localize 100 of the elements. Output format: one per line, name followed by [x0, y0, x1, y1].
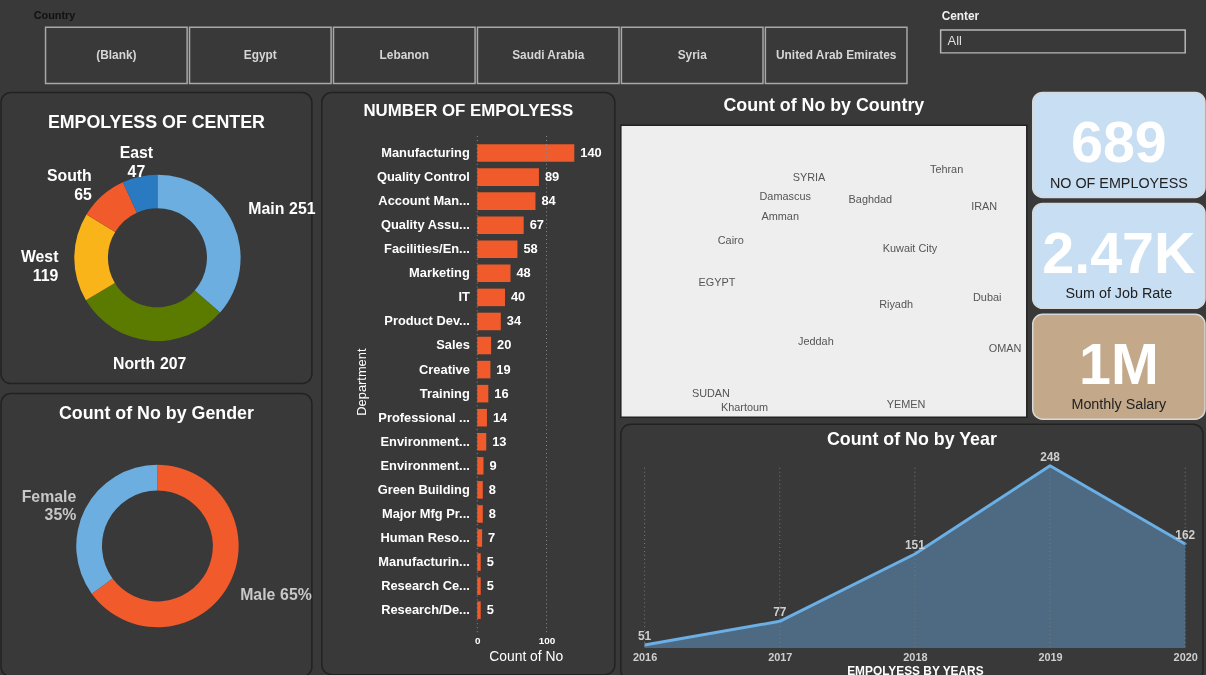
text: Count of No by Country: [723, 95, 925, 116]
x-tick-label: 0: [474, 634, 481, 646]
data-label: 84: [541, 193, 557, 209]
bar: [477, 240, 518, 259]
text: IRAN: [971, 200, 998, 213]
data-label: 48: [516, 265, 531, 281]
bar: [477, 408, 487, 427]
data-label: 8: [488, 505, 496, 521]
data-label: 119: [32, 266, 59, 284]
chart-title: Count of No by Gender: [58, 403, 254, 424]
data-label: 162: [1175, 528, 1196, 543]
y-tick-label: Major Mfg Pr...: [381, 505, 470, 521]
data-label: 5: [486, 578, 494, 594]
y-tick-label: Marketing: [409, 265, 470, 281]
y-tick-label: Human Reso...: [380, 529, 470, 545]
y-tick-label: Research/De...: [381, 602, 470, 618]
y-tick-label: Product Dev...: [384, 313, 470, 329]
donut-slice: [91, 464, 239, 628]
x-tick-label: 2019: [1038, 651, 1063, 664]
data-label: 13: [492, 433, 507, 449]
text: Khartoum: [721, 401, 769, 414]
chart-title: EMPOLYESS OF CENTER: [47, 112, 266, 133]
slice-label: North: [113, 355, 156, 373]
bar: [477, 336, 492, 355]
slice-label: Main: [248, 199, 285, 217]
y-tick-label: Green Building: [377, 481, 470, 497]
text: Lebanon: [379, 48, 430, 63]
data-label: 67: [529, 217, 544, 233]
x-tick-label: 100: [538, 634, 556, 646]
y-tick-label: Account Man...: [378, 193, 470, 209]
bar: [477, 457, 484, 475]
text: Riyadh: [879, 298, 914, 311]
y-tick-label: Manufacturing: [381, 145, 470, 160]
donut-slice: [85, 283, 221, 341]
bar: [477, 384, 489, 403]
bar: [477, 168, 539, 186]
bar: [477, 601, 481, 619]
y-tick-label: Quality Control: [376, 169, 470, 185]
data-label: 5: [486, 602, 494, 618]
data-label: 19: [496, 361, 511, 377]
y-tick-label: Training: [419, 385, 470, 401]
text: United Arab Emirates: [776, 48, 897, 63]
x-tick-label: 2016: [632, 651, 658, 664]
slice-label: South: [46, 166, 92, 184]
bar: [477, 505, 483, 523]
text: SYRIA: [792, 170, 827, 183]
y-tick-label: Manufacturin...: [378, 554, 470, 570]
text: EGYPT: [698, 275, 736, 288]
text: 1M: [1078, 331, 1159, 396]
text: All: [947, 33, 962, 49]
bar: [477, 192, 536, 210]
text: Dubai: [972, 291, 1002, 304]
text: Syria: [677, 48, 708, 63]
bar: [477, 481, 483, 499]
text: Egypt: [243, 48, 277, 63]
data-label: 34: [506, 313, 522, 329]
data-label: 248: [1040, 449, 1061, 464]
slice-label: East: [119, 144, 154, 162]
text: NO OF EMPLOYESS: [1049, 174, 1188, 191]
slice-label: Female: [21, 487, 77, 505]
donut-slice: [76, 464, 158, 594]
bar: [477, 264, 511, 283]
donut-slice: [157, 174, 241, 313]
bar: [477, 144, 575, 162]
slice-label: West: [20, 248, 60, 266]
bar: [477, 432, 487, 451]
bar: [477, 288, 505, 307]
text: Jeddah: [798, 334, 834, 347]
data-label: 65%: [280, 586, 312, 604]
data-label: 20: [497, 337, 512, 353]
text: Monthly Salary: [1071, 396, 1168, 413]
y-tick-label: Quality Assu...: [380, 217, 470, 233]
y-tick-label: Facilities/En...: [384, 241, 470, 257]
data-label: 251: [289, 199, 316, 217]
x-axis-title: EMPOLYESS BY YEARS: [847, 664, 984, 675]
data-label: 40: [510, 289, 526, 305]
slice-label: Male: [240, 586, 276, 604]
data-label: 77: [773, 605, 787, 620]
bar: [477, 216, 524, 234]
x-tick-label: 2020: [1173, 651, 1198, 664]
data-label: 47: [127, 162, 146, 180]
data-label: 9: [489, 457, 497, 473]
y-tick-label: Sales: [436, 337, 470, 353]
data-label: 16: [494, 385, 509, 401]
text: Center: [941, 9, 980, 24]
data-label: 14: [492, 409, 509, 425]
y-tick-label: IT: [458, 289, 470, 305]
text: Baghdad: [848, 193, 893, 206]
y-axis-title: Department: [353, 348, 369, 416]
text: SUDAN: [691, 387, 730, 400]
bar: [477, 360, 491, 379]
chart-title: Count of No by Year: [826, 428, 997, 449]
data-label: 140: [580, 145, 602, 160]
text: OMAN: [988, 341, 1022, 354]
data-label: 35%: [44, 506, 77, 524]
data-label: 51: [637, 629, 652, 644]
y-tick-label: Research Ce...: [381, 578, 470, 594]
data-label: 151: [904, 538, 926, 553]
bar: [477, 312, 501, 331]
data-label: 89: [544, 169, 560, 185]
